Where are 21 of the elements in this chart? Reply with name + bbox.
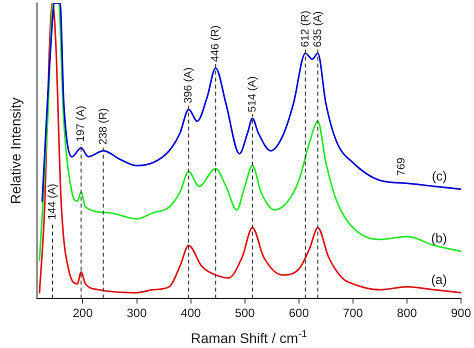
ref-line-label: 396 (A) xyxy=(182,67,195,104)
x-tick-label: 200 xyxy=(72,306,94,320)
x-tick-label: 700 xyxy=(342,306,364,320)
x-tick-label: 800 xyxy=(396,306,418,320)
ref-line-label: 635 (A) xyxy=(312,11,324,48)
x-tick-label: 300 xyxy=(126,306,148,320)
x-tick-label: 400 xyxy=(180,306,202,320)
ref-line-label: 514 (A) xyxy=(246,76,258,112)
ref-line-label: 446 (R) xyxy=(210,25,222,62)
ref-line-label: 612 (R) xyxy=(299,10,312,48)
x-tick-label: 900 xyxy=(450,306,472,320)
series-label: (b) xyxy=(431,230,447,246)
x-tick-label: 500 xyxy=(234,306,256,320)
annotation: 769 xyxy=(396,158,408,176)
ref-line-label: 197 (A) xyxy=(75,106,88,142)
series-label: (a) xyxy=(431,272,447,287)
ref-line-label: 238 (R) xyxy=(97,108,110,145)
x-tick-label: 600 xyxy=(288,306,310,320)
ref-line-label: 144 (A) xyxy=(46,184,58,220)
y-axis-title: Relative Intensity xyxy=(7,97,24,204)
series-label: (c) xyxy=(432,168,447,184)
